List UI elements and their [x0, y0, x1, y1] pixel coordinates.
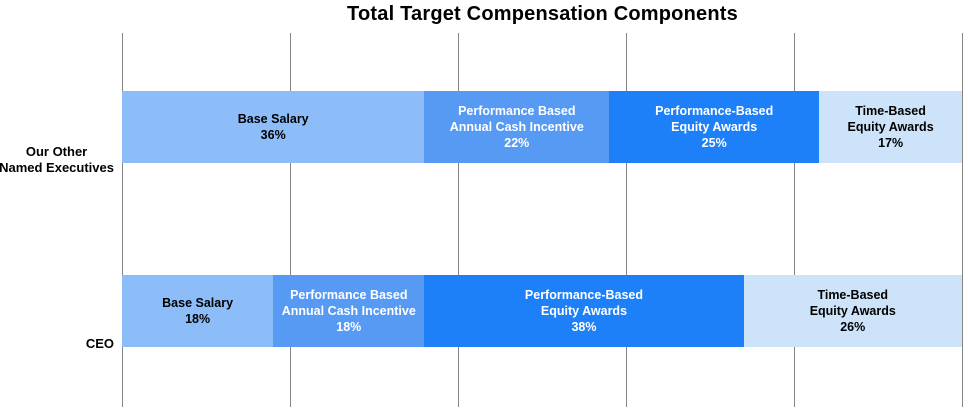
bar-segment-line: Equity Awards: [671, 120, 758, 134]
bar-segment-line: Equity Awards: [809, 304, 896, 318]
bar-segment-line: 22%: [504, 136, 530, 150]
bar-row: Base Salary 18% Performance Based Annual Ca…: [122, 275, 962, 347]
gridline-40: [458, 33, 459, 407]
gridline-100: [962, 33, 963, 407]
category-label: Our Other Named Executives: [0, 143, 114, 175]
gridline-80: [794, 33, 795, 407]
bar-segment: Base Salary 18%: [122, 275, 274, 347]
bar-segment-line: 18%: [336, 320, 362, 334]
category-label-wrap: CEO: [0, 308, 114, 380]
bar-segment-line: Performance Based: [458, 104, 576, 118]
bar-segment-line: Base Salary: [162, 296, 234, 310]
bar-segment-line: 36%: [260, 128, 286, 142]
bar-segment-line: 38%: [571, 320, 597, 334]
bar-segment-line: Base Salary: [237, 112, 309, 126]
bar-segment-line: 18%: [185, 312, 211, 326]
bar-segment: Performance Based Annual Cash Incentive 22…: [424, 91, 610, 163]
bar-segment: Performance-Based Equity Awards 25%: [609, 91, 820, 163]
bar-row: Base Salary 36% Performance Based Annual Ca…: [122, 91, 962, 163]
bar-segment-line: 25%: [701, 136, 727, 150]
bar-segment-line: 26%: [840, 320, 866, 334]
gridline-60: [626, 33, 627, 407]
bar-segment-line: Time-Based: [855, 104, 926, 118]
bar-segment-line: 17%: [878, 136, 904, 150]
bar-segment-line: Annual Cash Incentive: [281, 304, 416, 318]
bar-segment: Time-Based Equity Awards 17%: [819, 91, 962, 163]
bar-segment: Time-Based Equity Awards 26%: [743, 275, 962, 347]
gridline-20: [290, 33, 291, 407]
chart-title: Total Target Compensation Components: [347, 3, 738, 25]
bar-segment: Performance-Based Equity Awards 38%: [424, 275, 744, 347]
bar-segment-line: Annual Cash Incentive: [449, 120, 584, 134]
plot-area: Our Other Named Executives Base Salary 36% P…: [0, 33, 963, 407]
bar-segment: Performance Based Annual Cash Incentive 18…: [273, 275, 425, 347]
bar-segment: Base Salary 36%: [122, 91, 425, 163]
category-label-wrap: Our Other Named Executives: [0, 124, 114, 196]
bar-segment-line: Equity Awards: [847, 120, 934, 134]
bar-segment-line: Equity Awards: [540, 304, 628, 318]
bar-segment-line: Performance-Based: [524, 288, 644, 302]
bar-segment-line: Performance-Based: [655, 104, 774, 118]
gridline-0: [122, 33, 123, 407]
bar-segment-line: Performance Based: [290, 288, 408, 302]
bar-segment-line: Time-Based: [817, 288, 889, 302]
category-label: CEO: [85, 335, 114, 351]
